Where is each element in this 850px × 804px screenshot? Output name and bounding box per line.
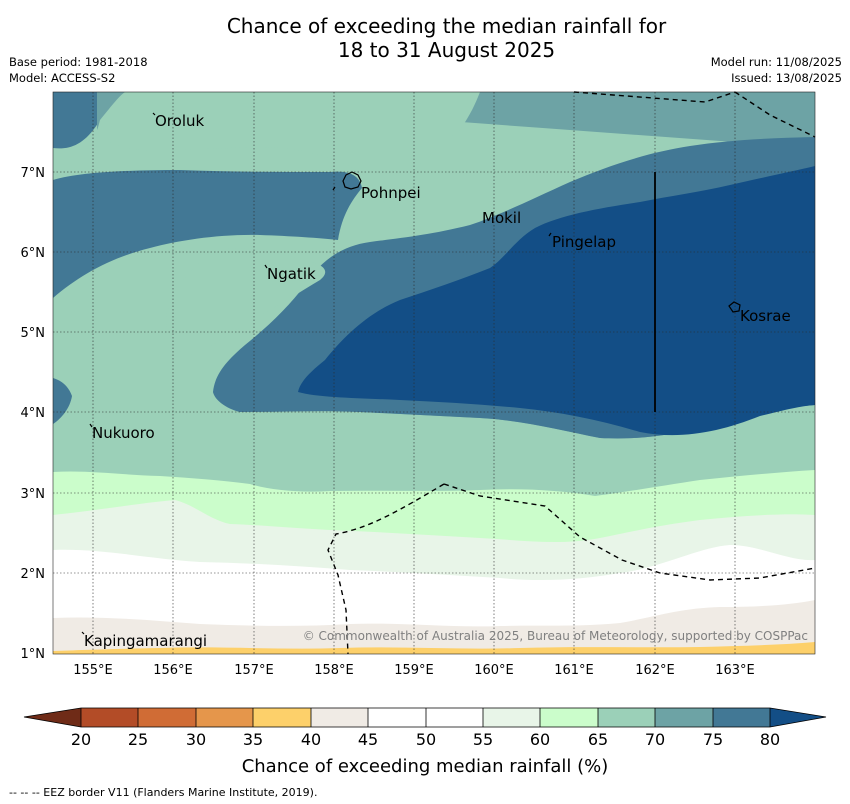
cb-tick-50: 50 <box>416 730 436 749</box>
lat-label-7n: 7°N <box>21 166 46 181</box>
band-above-80 <box>298 166 815 436</box>
base-period: Base period: 1981-2018 <box>9 55 148 69</box>
lon-label-163e: 163°E <box>715 663 755 678</box>
colorbar-bin-50-55 <box>426 708 483 727</box>
lat-label-4n: 4°N <box>21 406 46 421</box>
band-75-80-west <box>53 170 362 298</box>
lat-label-2n: 2°N <box>21 567 46 582</box>
band-75-80-southwest <box>53 378 72 424</box>
meta-right: Model run: 11/08/2025 Issued: 13/08/2025 <box>711 54 842 86</box>
ngatik-marker <box>264 264 268 269</box>
colorbar-bin-65-70 <box>598 708 655 727</box>
model-name: Model: ACCESS-S2 <box>9 71 116 85</box>
copyright-notice: © Commonwealth of Australia 2025, Bureau… <box>303 629 808 643</box>
kapingamarangi-marker <box>81 631 85 635</box>
oroluk-marker <box>152 112 156 116</box>
label-nukuoro: Nukuoro <box>92 424 155 442</box>
cb-tick-55: 55 <box>473 730 493 749</box>
graticule <box>53 92 815 654</box>
colorbar-bin-35-40 <box>253 708 311 727</box>
model-run: Model run: 11/08/2025 <box>710 55 842 69</box>
label-kapingamarangi: Kapingamarangi <box>84 632 207 650</box>
eez-legend-note: -- -- -- EEZ border V11 (Flanders Marine… <box>9 786 318 799</box>
lat-label-5n: 5°N <box>21 326 46 341</box>
band-70-75-northwest <box>97 92 125 130</box>
cb-tick-20: 20 <box>71 730 91 749</box>
colorbar-bin-25-30 <box>138 708 196 727</box>
colorbar-extend-high <box>770 708 826 727</box>
lon-label-161e: 161°E <box>554 663 594 678</box>
label-oroluk: Oroluk <box>155 112 204 130</box>
kosrae-island-shape <box>728 301 741 313</box>
lon-label-157e: 157°E <box>234 663 274 678</box>
lon-tick-labels: 155°E 156°E 157°E 158°E 159°E 160°E 161°… <box>73 663 755 678</box>
cb-tick-80: 80 <box>760 730 780 749</box>
colorbar-bin-75-80 <box>713 708 770 727</box>
title-line-1: Chance of exceeding the median rainfall … <box>226 14 667 38</box>
chart-title: Chance of exceeding the median rainfall … <box>0 14 850 62</box>
issued-date: Issued: 13/08/2025 <box>731 71 842 85</box>
cb-tick-40: 40 <box>301 730 321 749</box>
meta-left: Base period: 1981-2018 Model: ACCESS-S2 <box>9 54 148 86</box>
cb-tick-70: 70 <box>645 730 665 749</box>
colorbar-title: Chance of exceeding median rainfall (%) <box>242 756 609 777</box>
title-line-2: 18 to 31 August 2025 <box>337 38 556 62</box>
lon-label-159e: 159°E <box>394 663 434 678</box>
place-labels: Oroluk Pohnpei Mokil Pingelap Ngatik Kos… <box>84 112 791 650</box>
colorbar-dividers <box>80 708 771 727</box>
colorbar-bin-40-45 <box>311 708 368 727</box>
island-outlines <box>81 112 741 635</box>
label-pingelap: Pingelap <box>552 233 616 251</box>
colorbar-bin-60-65 <box>540 708 598 727</box>
label-mokil: Mokil <box>482 209 521 227</box>
pingelap-marker <box>548 232 552 237</box>
eez-border <box>327 91 816 655</box>
rainfall-contours <box>53 92 815 654</box>
lon-label-162e: 162°E <box>635 663 675 678</box>
colorbar-extend-low <box>24 708 81 727</box>
band-65-70-north <box>97 92 480 212</box>
lat-label-6n: 6°N <box>21 246 46 261</box>
pohnpei-island-shape <box>342 171 362 190</box>
colorbar-bin-20-25 <box>81 708 138 727</box>
colorbar-bin-70-75 <box>655 708 713 727</box>
colorbar-bin-30-35 <box>196 708 253 727</box>
colorbar-bin-45-50 <box>368 708 426 727</box>
colorbar-tick-labels: 20 25 30 35 40 45 50 55 60 65 70 75 80 <box>71 730 780 749</box>
mokil-islet-marker <box>332 186 336 191</box>
colorbar: 20 25 30 35 40 45 50 55 60 65 70 75 80 C… <box>23 707 827 777</box>
cb-tick-35: 35 <box>243 730 263 749</box>
label-pohnpei: Pohnpei <box>361 184 421 202</box>
lat-tick-labels: 7°N 6°N 5°N 4°N 3°N 2°N 1°N <box>21 166 46 662</box>
lat-label-1n: 1°N <box>21 647 46 662</box>
map-frame <box>52 91 816 655</box>
label-ngatik: Ngatik <box>267 265 316 283</box>
lon-label-156e: 156°E <box>153 663 193 678</box>
cb-tick-60: 60 <box>530 730 550 749</box>
cb-tick-25: 25 <box>128 730 148 749</box>
cb-tick-65: 65 <box>588 730 608 749</box>
band-65-70-ngatik <box>166 248 326 355</box>
label-kosrae: Kosrae <box>740 307 791 325</box>
colorbar-bin-55-60 <box>483 708 540 727</box>
lon-label-158e: 158°E <box>314 663 354 678</box>
cb-tick-45: 45 <box>358 730 378 749</box>
lon-label-160e: 160°E <box>474 663 514 678</box>
cb-tick-75: 75 <box>703 730 723 749</box>
lat-label-3n: 3°N <box>21 487 46 502</box>
lon-label-155e: 155°E <box>73 663 113 678</box>
nukuoro-marker <box>89 423 93 428</box>
cb-tick-30: 30 <box>186 730 206 749</box>
